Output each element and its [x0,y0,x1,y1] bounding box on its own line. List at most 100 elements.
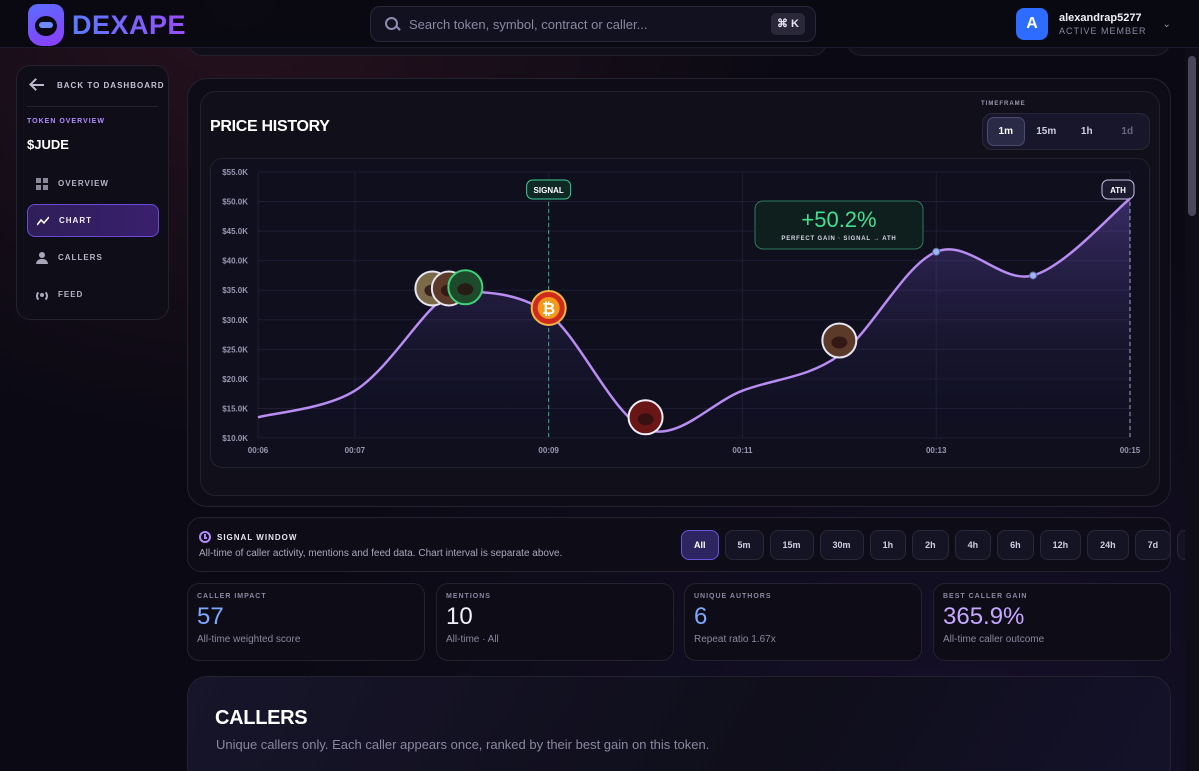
caller-avatar-detail [457,283,474,296]
price-history-card: PRICE HISTORY TIMEFRAME 1m 15m 1h 1d $10… [200,91,1160,496]
timeframe-1m-button[interactable]: 1m [987,117,1025,146]
window-6h-button[interactable]: 6h [997,530,1034,560]
stat-sub: All-time · All [446,634,499,645]
search-bar[interactable]: ⌘ K [370,6,816,42]
signal-marker-badge [526,179,572,200]
timeframe-selector: 1m 15m 1h 1d [982,113,1150,150]
stat-value: 365.9% [943,603,1025,630]
user-role: ACTIVE MEMBER [1059,26,1147,36]
scrollbar-thumb[interactable] [1188,56,1196,216]
gain-callout-value: +50.2% [801,207,876,232]
window-24h-button[interactable]: 24h [1087,530,1129,560]
stat-sub: Repeat ratio 1.67x [694,634,776,645]
gain-callout [754,200,924,250]
bitcoin-avatar-inner [537,296,560,319]
chevron-down-icon[interactable]: ⌄ [1162,18,1171,30]
y-tick-label: $40.0K [222,257,248,266]
brand-name: DEXAPE [72,9,187,40]
sidebar-item-label: CHART [59,216,92,225]
y-tick-label: $55.0K [222,168,248,177]
signal-window-bar: SIGNAL WINDOW All-time of caller activit… [187,517,1199,572]
window-4h-button[interactable]: 4h [954,530,992,560]
signal-window-options: All 5m 15m 30m 1h 2h 4h 6h 12h 24h 7d 30… [681,530,1199,560]
gain-callout-caption: PERFECT GAIN · SIGNAL → ATH [781,236,896,242]
chart-plot-area[interactable]: $10.0K $15.0K $20.0K $25.0K $30.0K $35.0K $40.… [210,158,1150,468]
user-info: alexandrap5277 ACTIVE MEMBER [1059,12,1147,36]
timeframe-label: TIMEFRAME [981,101,1026,107]
callers-title: CALLERS [215,707,308,729]
signal-marker-label: SIGNAL [534,186,564,195]
clock-icon [199,531,211,543]
ath-marker-label: ATH [1110,186,1126,195]
window-5m-button[interactable]: 5m [724,530,764,560]
window-2h-button[interactable]: 2h [912,530,949,560]
callers-section: CALLERS Unique callers only. Each caller… [187,676,1171,771]
window-all-button[interactable]: All [681,530,719,560]
back-to-dashboard-link[interactable]: BACK TO DASHBOARD [29,78,165,92]
y-tick-label: $20.0K [222,375,248,384]
brand-logo[interactable]: DEXAPE [28,4,186,46]
x-tick-label: 00:15 [1120,446,1141,455]
price-history-panel: PRICE HISTORY TIMEFRAME 1m 15m 1h 1d $10… [187,78,1171,507]
ath-marker-badge [1101,179,1135,200]
stat-label: BEST CALLER GAIN [943,593,1028,600]
price-area [258,198,1130,438]
window-1h-button[interactable]: 1h [869,530,907,560]
x-tick-label: 00:13 [926,446,947,455]
caller-avatar-detail [637,413,654,426]
sidebar-item-chart[interactable]: CHART [27,204,159,237]
timeframe-1h-button[interactable]: 1h [1080,126,1093,137]
data-point [932,247,941,256]
callers-subtitle: Unique callers only. Each caller appears… [216,737,710,752]
page-scrollbar[interactable] [1185,48,1199,771]
stat-value: 10 [446,603,473,630]
sidebar-item-label: CALLERS [58,253,103,262]
y-tick-label: $10.0K [222,434,248,443]
data-point [1029,271,1038,280]
window-7d-button[interactable]: 7d [1134,530,1172,560]
y-tick-label: $25.0K [222,345,248,354]
token-symbol: $JUDE [27,137,69,152]
sidebar-item-overview[interactable]: OVERVIEW [27,167,159,200]
sidebar-item-feed[interactable]: FEED [27,278,159,311]
token-overview-kicker: TOKEN OVERVIEW [27,118,105,125]
window-15m-button[interactable]: 15m [769,530,814,560]
stat-card-best-caller-gain: BEST CALLER GAIN 365.9% All-time caller … [933,583,1171,661]
x-tick-label: 00:06 [248,446,269,455]
stat-value: 57 [197,603,224,630]
search-input[interactable] [409,16,771,32]
window-12h-button[interactable]: 12h [1039,530,1082,560]
stat-value: 6 [694,603,708,630]
top-bar: DEXAPE ⌘ K A alexandrap5277 ACTIVE MEMBE… [0,0,1199,48]
x-tick-label: 00:07 [345,446,366,455]
stat-label: CALLER IMPACT [197,593,267,600]
x-tick-label: 00:11 [732,446,753,455]
signal-window-title: SIGNAL WINDOW [217,533,298,542]
broadcast-icon [36,289,48,302]
timeframe-1d-button[interactable]: 1d [1121,126,1134,137]
stat-card-mentions: MENTIONS 10 All-time · All [436,583,674,661]
stat-card-caller-impact: CALLER IMPACT 57 All-time weighted score [187,583,425,661]
stat-label: MENTIONS [446,593,491,600]
sidebar: BACK TO DASHBOARD TOKEN OVERVIEW $JUDE O… [16,65,169,320]
avatar[interactable]: A [1016,8,1048,40]
divider [27,106,158,107]
window-30m-button[interactable]: 30m [819,530,864,560]
price-chart[interactable]: $10.0K $15.0K $20.0K $25.0K $30.0K $35.0K $40.… [211,159,1150,468]
sidebar-item-label: FEED [58,290,84,299]
stat-card-unique-authors: UNIQUE AUTHORS 6 Repeat ratio 1.67x [684,583,922,661]
timeframe-15m-button[interactable]: 15m [1036,126,1057,137]
user-menu[interactable]: A alexandrap5277 ACTIVE MEMBER ⌄ [1016,8,1171,40]
signal-window-description: All-time of caller activity, mentions an… [199,548,563,559]
users-icon [36,251,48,264]
caller-avatar-detail [831,336,848,349]
arrow-left-icon [29,78,45,92]
stat-sub: All-time weighted score [197,634,301,645]
user-name: alexandrap5277 [1059,12,1142,24]
y-tick-label: $50.0K [222,198,248,207]
sidebar-item-label: OVERVIEW [58,179,109,188]
sidebar-item-callers[interactable]: CALLERS [27,241,159,274]
stat-label: UNIQUE AUTHORS [694,593,772,600]
y-tick-label: $45.0K [222,227,248,236]
trend-icon [37,215,49,225]
